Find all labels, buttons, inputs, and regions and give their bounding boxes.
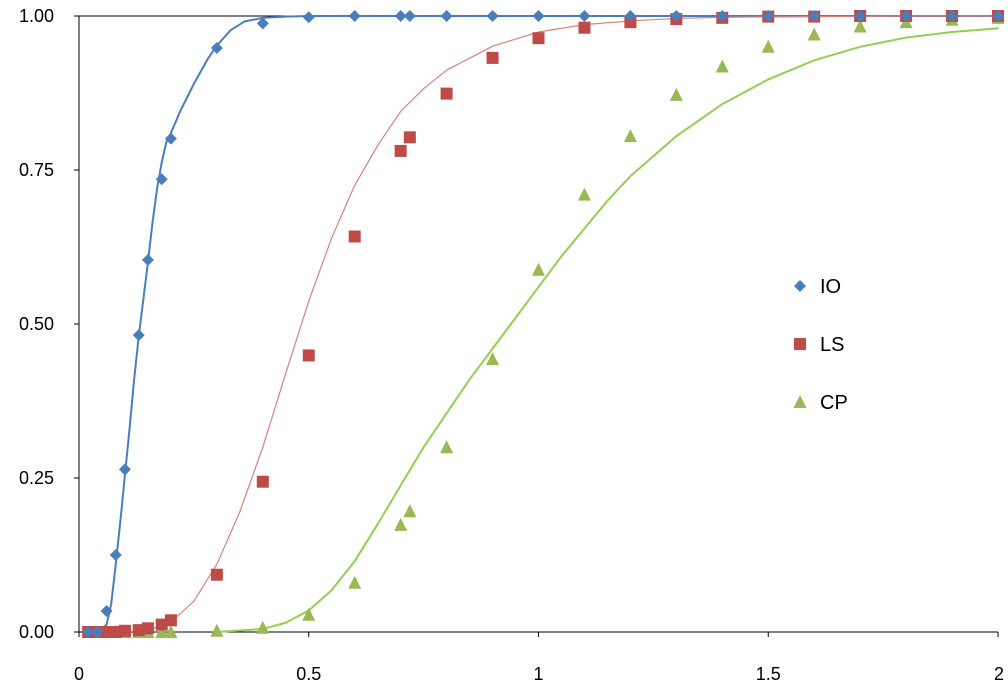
legend-marker-cp — [793, 395, 807, 408]
data-point-io — [992, 10, 1004, 22]
series-ls-points — [82, 10, 1004, 638]
data-point-io — [82, 626, 95, 638]
data-point-cp — [256, 620, 270, 634]
data-point-ls — [100, 626, 113, 638]
data-point-io — [624, 10, 637, 22]
legend-marker-io — [794, 280, 806, 292]
legend-item-io: IO — [794, 276, 841, 298]
data-point-io — [141, 253, 154, 266]
data-point-cp — [403, 504, 417, 518]
data-point-io — [91, 626, 104, 638]
data-point-io — [302, 11, 315, 24]
x-tick-label: 2 — [994, 664, 1004, 684]
series-io-points — [82, 10, 1004, 638]
data-point-io — [164, 132, 177, 145]
data-point-ls — [403, 131, 416, 144]
data-point-io — [762, 10, 775, 22]
legend-item-cp: CP — [793, 392, 848, 414]
data-point-io — [348, 10, 361, 22]
data-point-io — [440, 10, 453, 22]
fit-curves-layer — [87, 15, 999, 633]
tick-labels-layer: 0.00 0.25 0.50 0.75 1.00 0 0.5 1 1.5 2 — [19, 6, 1004, 684]
fit-curve-cp — [215, 27, 999, 633]
data-point-ls — [155, 618, 168, 631]
x-tick-label: 0.5 — [296, 664, 321, 684]
data-point-io — [256, 17, 269, 30]
data-point-ls — [532, 32, 545, 45]
data-point-io — [132, 329, 145, 342]
data-point-io — [900, 10, 913, 22]
data-point-io — [210, 42, 223, 55]
x-tick-label: 1.5 — [756, 664, 781, 684]
data-point-io — [716, 10, 729, 22]
data-point-io — [118, 463, 131, 476]
data-point-ls — [348, 230, 361, 243]
data-point-ls — [109, 626, 122, 638]
data-point-cp — [577, 187, 591, 201]
data-point-ls — [578, 21, 591, 34]
data-point-ls — [141, 622, 154, 635]
data-point-cp — [440, 440, 454, 454]
data-point-cp — [853, 19, 867, 33]
y-tick-label: 0.00 — [19, 622, 54, 642]
data-point-cp — [623, 129, 637, 143]
data-point-ls — [118, 624, 131, 637]
data-point-io — [109, 549, 122, 561]
data-point-cp — [715, 59, 729, 73]
data-point-cp — [669, 87, 683, 101]
y-tick-label: 0.50 — [19, 314, 54, 334]
data-point-ls — [624, 16, 637, 29]
x-tick-label: 0 — [74, 664, 84, 684]
fit-curve-ls — [87, 15, 999, 633]
data-point-cp — [164, 625, 178, 638]
data-point-io — [854, 10, 867, 22]
legend: IO LS CP — [793, 276, 848, 414]
data-point-ls — [394, 144, 407, 157]
data-point-cp — [394, 517, 408, 531]
data-point-ls — [440, 87, 453, 100]
data-point-ls — [132, 624, 145, 637]
data-point-cp — [532, 262, 545, 276]
data-point-io — [100, 605, 113, 618]
data-point-io — [155, 173, 168, 186]
x-tick-label: 1 — [533, 664, 543, 684]
data-point-ls — [486, 51, 499, 64]
legend-marker-ls — [794, 338, 806, 350]
axes-layer — [74, 15, 999, 637]
data-point-cp — [761, 39, 775, 53]
legend-item-ls: LS — [794, 334, 844, 356]
fit-curve-io — [96, 15, 999, 633]
data-point-cp — [210, 623, 224, 637]
data-point-cp — [486, 352, 500, 366]
data-point-cp — [807, 27, 821, 41]
data-point-ls — [164, 614, 177, 627]
data-point-cp — [302, 607, 316, 621]
data-point-io — [532, 10, 545, 22]
data-point-io — [808, 10, 821, 22]
data-points-layer — [81, 10, 1005, 638]
data-point-io — [403, 10, 416, 22]
data-point-ls — [210, 568, 223, 581]
data-point-cp — [348, 575, 362, 589]
y-tick-label: 0.75 — [19, 160, 54, 180]
legend-label-cp: CP — [820, 392, 848, 414]
data-point-io — [578, 10, 591, 22]
series-cp-points — [81, 10, 1005, 638]
y-tick-label: 1.00 — [19, 6, 54, 26]
data-point-cp — [155, 625, 169, 638]
data-point-io — [946, 10, 959, 22]
legend-label-ls: LS — [820, 334, 844, 356]
data-point-io — [486, 10, 499, 22]
data-point-io — [394, 10, 407, 22]
data-point-ls — [302, 349, 315, 362]
y-tick-label: 0.25 — [19, 468, 54, 488]
data-point-ls — [256, 475, 269, 488]
data-point-io — [670, 10, 683, 22]
legend-label-io: IO — [820, 276, 841, 298]
